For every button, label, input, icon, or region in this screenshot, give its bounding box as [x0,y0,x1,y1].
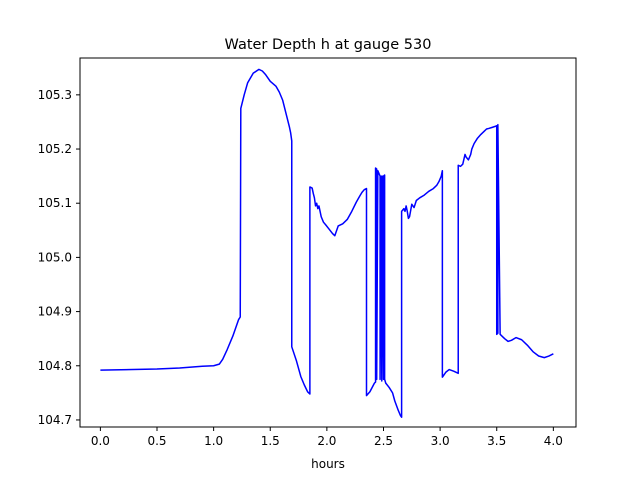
y-tick-label: 104.9 [38,305,72,319]
x-tick-label: 3.5 [487,434,506,448]
plot-frame [79,57,577,428]
y-tick-label: 104.7 [38,413,72,427]
x-axis: 0.0 0.5 1.0 1.5 2.0 2.5 3.0 3.5 4.0 [91,427,563,448]
y-tick-label: 105.2 [38,142,72,156]
y-axis: 104.7 104.8 104.9 105.0 105.1 105.2 105.3 [38,88,80,427]
x-tick-label: 1.5 [261,434,280,448]
series-line [100,68,554,418]
x-axis-label: hours [311,457,345,471]
y-tick-label: 105.1 [38,196,72,210]
x-tick-label: 2.5 [374,434,393,448]
y-tick-label: 105.0 [38,250,72,264]
series-layer [100,68,554,418]
chart-title: Water Depth h at gauge 530 [225,37,432,53]
x-tick-label: 0.5 [147,434,166,448]
y-tick-label: 105.3 [38,88,72,102]
x-tick-label: 3.0 [431,434,450,448]
x-tick-label: 0.0 [91,434,110,448]
x-tick-label: 2.0 [317,434,336,448]
y-tick-label: 104.8 [38,359,72,373]
x-tick-label: 1.0 [204,434,223,448]
x-tick-label: 4.0 [544,434,563,448]
